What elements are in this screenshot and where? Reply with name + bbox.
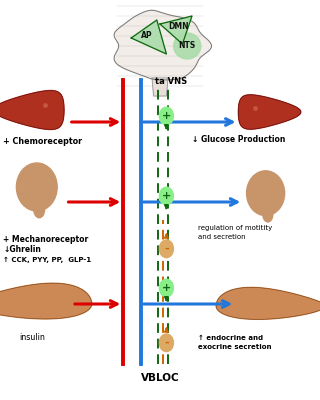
Text: +: + (162, 282, 171, 293)
Ellipse shape (263, 206, 273, 222)
Text: ↑ CCK, PYY, PP,  GLP-1: ↑ CCK, PYY, PP, GLP-1 (3, 257, 91, 263)
Polygon shape (216, 288, 320, 319)
Text: regulation of motitity: regulation of motitity (198, 225, 273, 231)
Text: +: + (162, 190, 171, 201)
Text: ↓ Glucose Production: ↓ Glucose Production (192, 136, 285, 144)
Text: ↑ endocrine and: ↑ endocrine and (198, 335, 264, 341)
Polygon shape (160, 16, 192, 44)
Text: + Chemoreceptor: + Chemoreceptor (3, 138, 82, 146)
Text: ↓Ghrelin: ↓Ghrelin (3, 246, 41, 254)
Polygon shape (114, 10, 212, 80)
Polygon shape (0, 90, 64, 130)
Text: -: - (164, 338, 169, 347)
Circle shape (159, 187, 173, 205)
Text: + Mechanoreceptor: + Mechanoreceptor (3, 236, 88, 244)
Ellipse shape (16, 163, 57, 211)
Ellipse shape (34, 201, 44, 218)
Polygon shape (0, 283, 92, 319)
Polygon shape (238, 95, 301, 129)
Text: -: - (164, 243, 169, 254)
Circle shape (159, 240, 173, 258)
Text: AP: AP (141, 32, 153, 40)
Ellipse shape (246, 171, 285, 216)
Text: insulin: insulin (19, 334, 45, 342)
Text: exocrine secretion: exocrine secretion (198, 344, 272, 350)
Text: ta VNS: ta VNS (155, 78, 187, 86)
Circle shape (159, 279, 173, 297)
Polygon shape (131, 20, 166, 54)
Text: NTS: NTS (179, 42, 196, 50)
Ellipse shape (173, 33, 201, 59)
Circle shape (159, 334, 173, 352)
Text: and secretion: and secretion (198, 234, 246, 240)
Text: DMN: DMN (168, 22, 189, 31)
Text: +: + (162, 111, 171, 121)
Circle shape (159, 107, 173, 125)
Polygon shape (152, 78, 168, 96)
Text: VBLOC: VBLOC (141, 373, 179, 383)
